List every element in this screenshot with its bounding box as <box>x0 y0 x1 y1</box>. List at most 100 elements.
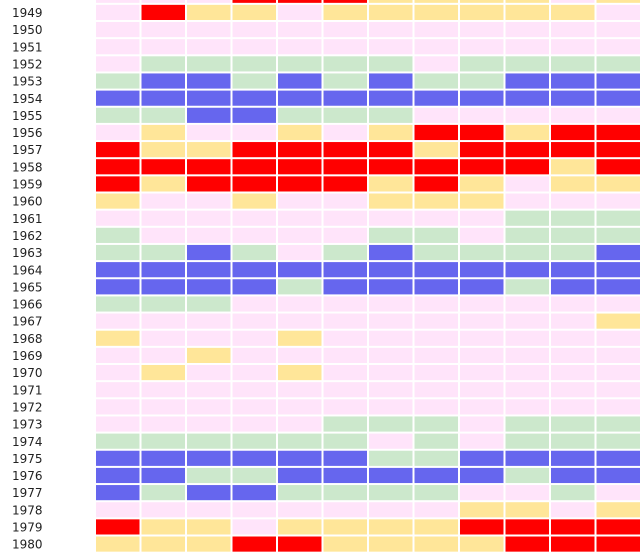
heatmap-cell <box>460 210 504 226</box>
heatmap-cell <box>460 22 504 38</box>
heatmap-cell <box>460 107 504 123</box>
heatmap-cell <box>187 536 231 552</box>
heatmap-cell <box>187 519 231 535</box>
heatmap-cell <box>551 39 595 55</box>
heatmap-cell <box>414 485 458 501</box>
year-label: 1966 <box>12 298 43 312</box>
heatmap-cell <box>505 536 549 552</box>
year-label: 1964 <box>12 263 43 277</box>
heatmap-cell <box>141 279 185 295</box>
heatmap-cell <box>141 313 185 329</box>
heatmap-cell <box>414 365 458 381</box>
heatmap-cell <box>96 502 140 518</box>
heatmap-cell <box>369 56 413 72</box>
heatmap-cell <box>323 159 367 175</box>
heatmap-cell <box>232 382 276 398</box>
heatmap-cell <box>323 313 367 329</box>
heatmap-cell <box>551 73 595 89</box>
heatmap-cell <box>323 519 367 535</box>
heatmap-cell <box>460 467 504 484</box>
heatmap-cell <box>414 0 458 3</box>
heatmap-cell <box>596 502 640 518</box>
heatmap-cell <box>505 365 549 381</box>
heatmap-cell <box>505 90 549 106</box>
heatmap-cell <box>96 347 140 363</box>
heatmap-cell <box>232 22 276 38</box>
year-label: 1952 <box>12 57 43 71</box>
heatmap-cell <box>369 279 413 295</box>
heatmap-cell <box>323 347 367 363</box>
heatmap-cell <box>460 176 504 192</box>
heatmap-cell <box>96 399 140 415</box>
year-label: 1971 <box>12 383 43 397</box>
heatmap-cell <box>414 279 458 295</box>
heatmap-cell <box>596 330 640 346</box>
year-label: 1977 <box>12 486 43 500</box>
heatmap-cell <box>278 365 322 381</box>
heatmap-cell <box>141 227 185 243</box>
heatmap-cell <box>369 382 413 398</box>
heatmap-cell <box>369 90 413 106</box>
heatmap-cell <box>505 262 549 278</box>
heatmap-cell <box>278 347 322 363</box>
heatmap-cell <box>596 107 640 123</box>
heatmap-cell <box>460 227 504 243</box>
heatmap-cell <box>141 296 185 312</box>
heatmap-cell <box>323 90 367 106</box>
heatmap-cell <box>187 227 231 243</box>
year-label: 1970 <box>12 366 43 380</box>
heatmap-cell <box>460 159 504 175</box>
heatmap-cell <box>96 22 140 38</box>
heatmap-cell <box>596 39 640 55</box>
heatmap-cell <box>323 416 367 432</box>
heatmap-cell <box>414 262 458 278</box>
heatmap-cell <box>278 107 322 123</box>
heatmap-cell <box>369 485 413 501</box>
heatmap-cell <box>460 193 504 209</box>
heatmap-cell <box>460 330 504 346</box>
heatmap-cell <box>278 210 322 226</box>
heatmap-cell <box>96 416 140 432</box>
year-label: 1965 <box>12 280 43 294</box>
heatmap-cell <box>369 365 413 381</box>
heatmap-cell <box>551 159 595 175</box>
heatmap-cell <box>460 313 504 329</box>
year-label: 1972 <box>12 400 43 414</box>
heatmap-cell <box>278 227 322 243</box>
year-label: 1968 <box>12 332 43 346</box>
heatmap-cell <box>323 244 367 261</box>
heatmap-cell <box>551 0 595 3</box>
heatmap-cell <box>505 244 549 261</box>
heatmap-cell <box>505 467 549 484</box>
heatmap-cell <box>278 399 322 415</box>
heatmap-cell <box>232 519 276 535</box>
heatmap-cell <box>460 142 504 158</box>
heatmap-cell <box>505 485 549 501</box>
heatmap-cell <box>278 4 322 20</box>
heatmap-cell <box>278 142 322 158</box>
heatmap-cell <box>232 227 276 243</box>
heatmap-cell <box>187 416 231 432</box>
heatmap-cell <box>596 210 640 226</box>
heatmap-cell <box>369 176 413 192</box>
heatmap-cells <box>96 0 640 552</box>
heatmap-cell <box>141 22 185 38</box>
heatmap-cell <box>596 536 640 552</box>
heatmap-cell <box>323 176 367 192</box>
year-label: 1959 <box>12 178 43 192</box>
heatmap-cell <box>596 56 640 72</box>
heatmap-cell <box>232 502 276 518</box>
heatmap-cell <box>596 416 640 432</box>
heatmap-cell <box>141 4 185 20</box>
heatmap-cell <box>96 73 140 89</box>
heatmap-cell <box>414 313 458 329</box>
heatmap-cell <box>187 90 231 106</box>
heatmap-cell <box>278 330 322 346</box>
heatmap-cell <box>96 433 140 449</box>
heatmap-cell <box>414 124 458 141</box>
heatmap-cell <box>232 450 276 466</box>
heatmap-cell <box>460 536 504 552</box>
heatmap-cell <box>232 39 276 55</box>
heatmap-cell <box>414 227 458 243</box>
heatmap-cell <box>96 56 140 72</box>
